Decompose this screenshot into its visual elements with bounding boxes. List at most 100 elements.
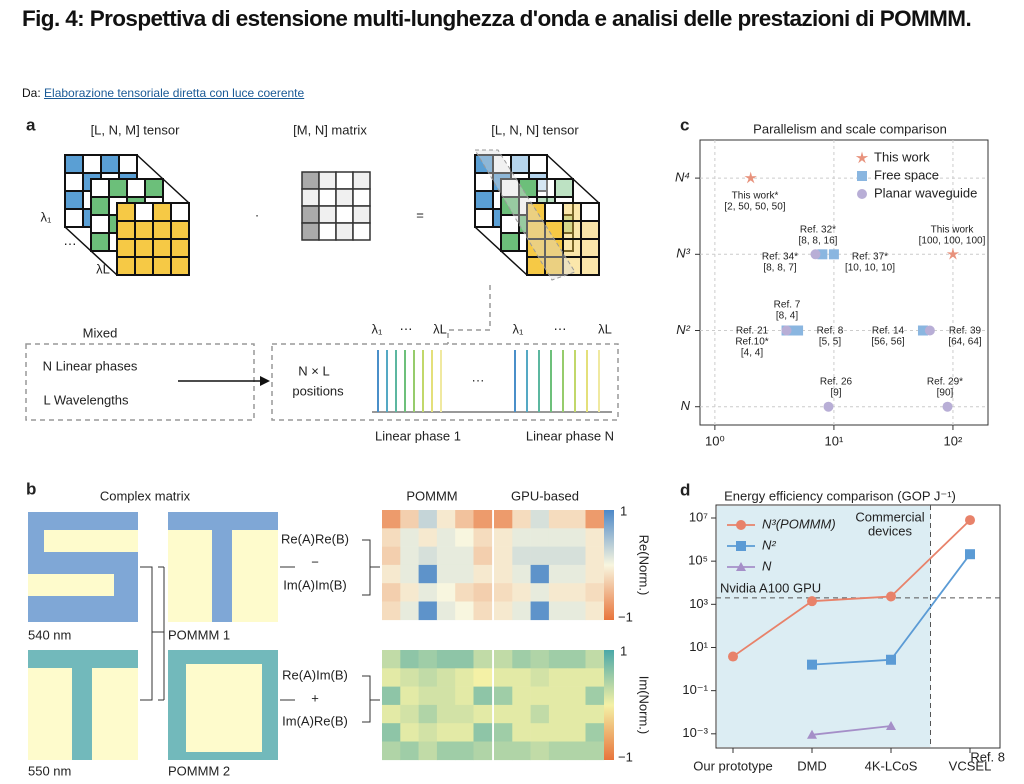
heatmap-cell — [585, 528, 605, 547]
label: positions — [292, 383, 344, 398]
series-line — [811, 725, 892, 736]
heatmap-cell — [400, 510, 419, 529]
matrix-cell — [318, 205, 337, 224]
heatmap-cell — [567, 601, 586, 621]
y-tick-label: 10⁷ — [689, 509, 708, 524]
panel-label: d — [680, 480, 690, 499]
tensor-cell — [152, 220, 172, 240]
heatmap-cell — [382, 510, 401, 529]
marker — [924, 325, 935, 336]
source-link[interactable]: Elaborazione tensoriale diretta con luce… — [44, 86, 305, 100]
marker — [946, 247, 960, 260]
heatmap-cell — [548, 686, 568, 706]
heatmap-cell — [585, 741, 605, 761]
heatmap-cell — [455, 601, 474, 621]
heatmap-cell — [382, 546, 401, 566]
x-tick-label: 10² — [944, 433, 963, 448]
tensor-cell — [116, 238, 136, 258]
heatmap-cell — [530, 564, 550, 584]
panel-a-shapes — [25, 285, 619, 421]
heatmap-cell — [455, 686, 474, 706]
annotation: Ref. 7 — [774, 300, 801, 311]
matrix-cell — [301, 205, 320, 224]
annotation: [8, 4] — [776, 311, 798, 322]
heatmap-cell — [436, 723, 456, 742]
tensor-cell — [116, 220, 136, 240]
heatmap-cell — [473, 564, 493, 584]
heatmap-cell — [494, 510, 513, 529]
heatmap-cell — [455, 668, 474, 687]
category-note: Ref. 8 — [970, 749, 1005, 764]
annotation: [2, 50, 50, 50] — [724, 202, 785, 213]
heatmap-cell — [436, 650, 456, 669]
legend-label: N² — [762, 537, 776, 552]
heatmap-cell — [455, 528, 474, 547]
matrix-cell — [352, 188, 371, 207]
label: GPU-based — [511, 488, 579, 503]
label: POMMM — [406, 488, 457, 503]
matrix-cell — [301, 222, 320, 241]
heatmap-cell — [567, 546, 586, 566]
matrix-cell — [352, 222, 371, 241]
heatmap-cell — [585, 686, 605, 706]
y-tick-label: 10³ — [689, 596, 708, 611]
matrix-cell — [301, 188, 320, 207]
heatmap-cell — [585, 601, 605, 621]
heatmap-cell — [400, 564, 419, 584]
panel-label: a — [26, 115, 36, 134]
region-label: Commercial — [855, 509, 924, 524]
heatmap-cell — [473, 686, 493, 706]
marker — [855, 151, 869, 164]
tensor-cell — [64, 172, 84, 192]
heatmap-cell — [530, 723, 550, 742]
label: λL — [598, 321, 612, 336]
heatmap-cell — [436, 546, 456, 566]
label: − — [311, 554, 319, 569]
heatmap-cell — [548, 704, 568, 724]
tensor-cell — [64, 154, 84, 174]
heatmap-cell — [382, 583, 401, 602]
heatmap-cell — [400, 601, 419, 621]
marker — [942, 401, 953, 412]
label: Mixed — [83, 325, 118, 340]
tensor-cell — [562, 220, 582, 240]
label: = — [416, 207, 424, 222]
heatmap-cell — [530, 686, 550, 706]
heatmap-cell — [512, 668, 531, 687]
label: 540 nm — [28, 627, 71, 642]
tensor-cell — [134, 238, 154, 258]
heatmap-cell — [400, 686, 419, 706]
heatmap-cell — [382, 564, 401, 584]
marker — [736, 520, 746, 530]
tensor-cell — [134, 220, 154, 240]
matrix-cell — [318, 188, 337, 207]
colorbar-tick: −1 — [618, 609, 633, 624]
label: + — [311, 690, 319, 705]
tensor-cell — [510, 154, 530, 174]
heatmap-cell — [400, 583, 419, 602]
heatmap-cell — [473, 546, 493, 566]
annotation: [9] — [830, 388, 841, 399]
label: λ₁ — [513, 321, 525, 336]
heatmap-cell — [400, 723, 419, 742]
heatmap-cell — [455, 564, 474, 584]
y-tick-label: N² — [676, 322, 690, 337]
heatmap-cell — [473, 528, 493, 547]
tensor-cell — [100, 154, 120, 174]
label: λL — [96, 261, 110, 276]
label: POMMM 2 — [168, 763, 230, 778]
annotation: Ref. 14 — [872, 326, 905, 337]
label: 550 nm — [28, 763, 71, 778]
tensor-cell — [580, 238, 600, 258]
label: Re(A)Im(B) — [282, 667, 348, 682]
marker — [807, 596, 817, 607]
x-tick-label: Our prototype — [693, 758, 773, 773]
heatmap-cell — [548, 546, 568, 566]
label: Im(A)Re(B) — [282, 713, 348, 728]
marker — [857, 189, 867, 199]
marker — [886, 654, 896, 665]
heatmap-cell — [585, 510, 605, 529]
matrix-cell — [352, 205, 371, 224]
tensor-cell — [500, 232, 520, 252]
